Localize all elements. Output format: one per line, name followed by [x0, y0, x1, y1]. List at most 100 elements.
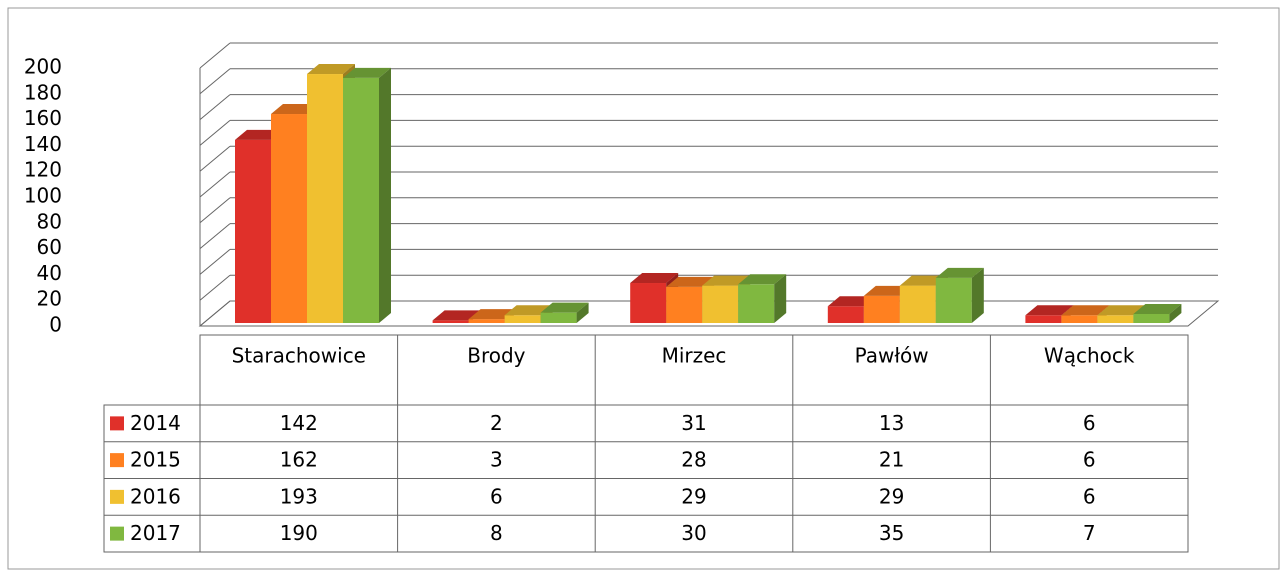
bar [343, 67, 391, 324]
category-label: Mirzec [662, 344, 727, 368]
table-value: 21 [879, 448, 904, 472]
table-value: 190 [280, 521, 318, 545]
bar-side [1169, 303, 1182, 323]
legend-label: 2016 [130, 484, 181, 508]
y-tick-label: 20 [37, 287, 62, 311]
grid-line [199, 300, 231, 327]
bar-top [666, 276, 715, 287]
bar-top [630, 273, 679, 284]
table-value: 29 [681, 484, 706, 508]
bar-front [702, 285, 739, 323]
table-value: 35 [879, 521, 904, 545]
bar-front [630, 283, 667, 323]
y-tick-label: 80 [37, 209, 62, 233]
table-value: 6 [1083, 448, 1096, 472]
table-value: 7 [1083, 521, 1096, 545]
legend-label: 2014 [130, 411, 181, 435]
bar-side [576, 302, 589, 323]
category-label: Pawłów [855, 344, 929, 368]
table-value: 6 [1083, 411, 1096, 435]
table-value: 3 [490, 448, 503, 472]
y-tick-label: 60 [37, 235, 62, 259]
y-tick-label: 180 [24, 80, 62, 104]
y-tick-label: 0 [49, 313, 62, 337]
bar-front [1097, 315, 1134, 323]
bar-top [468, 309, 517, 320]
bar-front [432, 320, 469, 323]
bar-front [307, 74, 343, 323]
bar-front [666, 286, 703, 323]
bar-front [1025, 315, 1062, 323]
grid-line [199, 249, 231, 275]
bar-top [738, 274, 787, 285]
legend-label: 2017 [130, 521, 181, 545]
grid-line [199, 68, 231, 95]
category-label: Wąchock [1044, 344, 1135, 368]
bar [738, 274, 787, 323]
bar-top [1061, 305, 1110, 316]
table-value: 142 [280, 411, 318, 435]
bar-front [271, 114, 307, 324]
legend-label: 2015 [130, 448, 181, 472]
grid-line [199, 197, 231, 224]
table-value: 29 [879, 484, 904, 508]
grid-line [199, 42, 231, 69]
table-value: 193 [280, 484, 318, 508]
bar-front [1061, 315, 1098, 323]
legend-swatch [110, 416, 124, 431]
table-value: 13 [879, 411, 904, 435]
table-value: 8 [490, 521, 503, 545]
table-value: 28 [681, 448, 706, 472]
bar-top [540, 302, 589, 313]
bar-top [432, 310, 481, 321]
y-tick-label: 100 [24, 184, 62, 208]
bar-top [1097, 305, 1146, 316]
bar-front [504, 315, 541, 323]
bar [1133, 303, 1182, 323]
table-value: 2 [490, 411, 503, 435]
y-tick-label: 200 [24, 55, 62, 79]
bar-top [343, 67, 391, 78]
table-value: 162 [280, 448, 318, 472]
bar-top [935, 267, 984, 278]
bar-front [1133, 313, 1170, 323]
grid-line [199, 223, 231, 249]
bar-top [1025, 305, 1074, 316]
table-value: 30 [681, 521, 706, 545]
grid-line [199, 120, 231, 146]
legend-swatch [110, 453, 124, 468]
bar-front [540, 312, 577, 323]
bar-top [1133, 303, 1182, 314]
y-tick-label: 160 [24, 106, 62, 130]
y-tick-label: 40 [37, 261, 62, 285]
bar-side [379, 67, 391, 324]
legend-swatch [110, 489, 124, 504]
bar-top [307, 64, 355, 75]
bar-front [235, 139, 271, 323]
grid-line [199, 171, 231, 198]
bar-front [863, 295, 900, 323]
bar-side [774, 274, 787, 323]
bar [935, 267, 984, 323]
bar-front [468, 319, 505, 323]
category-label: Starachowice [232, 344, 366, 368]
bar-side [971, 267, 984, 323]
category-label: Brody [467, 344, 525, 368]
table-value: 6 [1083, 484, 1096, 508]
bar [540, 302, 589, 323]
y-tick-label: 120 [24, 158, 62, 182]
table-value: 6 [490, 484, 503, 508]
bar-front [935, 277, 972, 323]
bar-front [899, 285, 936, 323]
bar-front [343, 77, 379, 324]
bar-top [702, 275, 751, 286]
grid-line [199, 94, 231, 120]
bar-front [738, 284, 775, 323]
grid-line [199, 274, 231, 301]
bar-front [827, 306, 864, 323]
legend-swatch [110, 526, 124, 541]
table-value: 31 [681, 411, 706, 435]
grid-line [199, 145, 231, 172]
y-tick-label: 140 [24, 132, 62, 156]
